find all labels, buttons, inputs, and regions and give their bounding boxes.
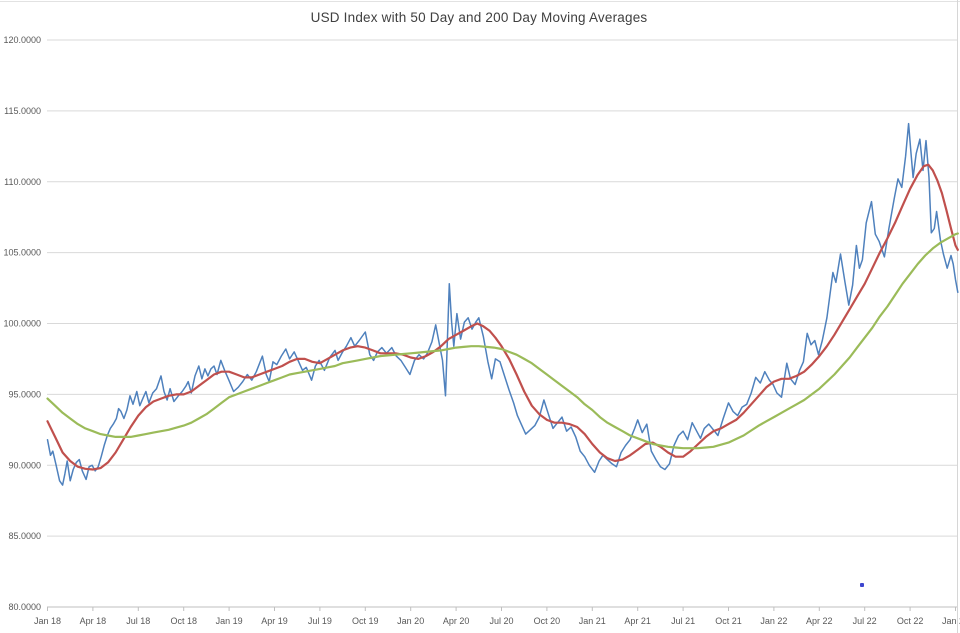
x-axis-tick-label: Jan 22 (760, 616, 787, 626)
y-axis-tick-label: 115.0000 (4, 106, 41, 116)
x-axis-tick-label: Jul 21 (671, 616, 695, 626)
ma50-line (46, 163, 959, 471)
x-axis-tick-label: Oct 18 (170, 616, 197, 626)
x-axis-tick-label: Apr 22 (806, 616, 833, 626)
y-axis-tick-label: 95.0000 (8, 389, 41, 399)
window-top-border (0, 1, 960, 2)
x-axis-tick-label: Apr 19 (261, 616, 288, 626)
x-axis-tick-label: Oct 20 (534, 616, 561, 626)
y-axis-tick-label: 80.0000 (8, 602, 41, 612)
x-axis-tick-label: Jan 23 (942, 616, 960, 626)
y-axis-tick-label: 85.0000 (8, 531, 41, 541)
usd-index-line (46, 122, 959, 486)
ma200-line (46, 232, 959, 450)
x-axis-tick-label: Oct 22 (897, 616, 924, 626)
x-axis-tick-label: Jul 22 (853, 616, 877, 626)
y-axis-tick-label: 100.0000 (3, 319, 41, 329)
x-axis-tick-label: Apr 18 (80, 616, 107, 626)
x-axis-tick-label: Jul 18 (126, 616, 150, 626)
y-axis-tick-label: 110.0000 (4, 177, 41, 187)
x-axis-tick-label: Apr 20 (443, 616, 470, 626)
x-axis-tick-label: Jan 18 (34, 616, 61, 626)
y-axis-tick-label: 90.0000 (8, 460, 41, 470)
x-axis-tick-label: Oct 21 (715, 616, 742, 626)
x-axis-tick-label: Apr 21 (624, 616, 651, 626)
y-axis-tick-label: 105.0000 (3, 248, 41, 258)
y-axis-tick-label: 120.0000 (3, 35, 41, 45)
x-axis-tick-label: Jul 20 (489, 616, 513, 626)
window-right-border (957, 0, 958, 633)
x-axis-tick-label: Jan 19 (216, 616, 243, 626)
x-axis-tick-label: Oct 19 (352, 616, 379, 626)
x-axis-tick-label: Jan 20 (397, 616, 424, 626)
cursor-artifact-dot (860, 583, 864, 587)
chart-title: USD Index with 50 Day and 200 Day Moving… (310, 10, 648, 25)
x-axis-tick-label: Jul 19 (308, 616, 332, 626)
x-axis-tick-label: Jan 21 (579, 616, 606, 626)
